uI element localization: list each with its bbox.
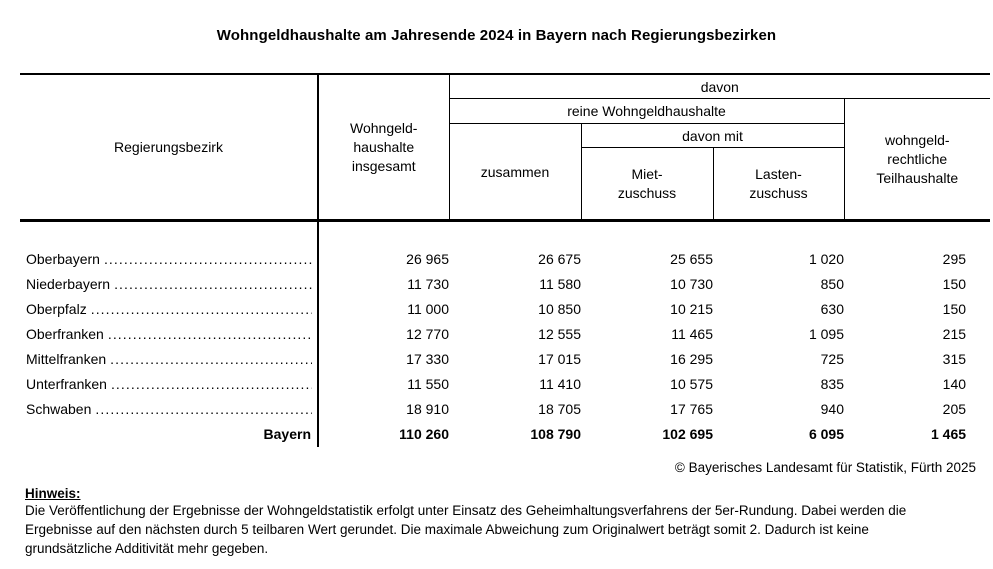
cell-lastenzuschuss: 835	[820, 376, 844, 392]
cell-teilhaushalte: 205	[942, 401, 967, 417]
page-title: Wohngeldhaushalte am Jahresende 2024 in …	[216, 27, 777, 44]
dot-leader	[91, 301, 312, 317]
cell-mietzuschuss: 25 655	[670, 251, 713, 267]
header-reine-wohngeldhaushalte: reine Wohngeldhaushalte	[449, 98, 845, 124]
cell-teilhaushalte: 1 465	[930, 426, 967, 442]
cell-mietzuschuss: 10 575	[670, 376, 713, 392]
cell-insgesamt: 110 260	[399, 426, 449, 442]
dot-leader	[108, 326, 312, 342]
table-row-bayern-total: Bayern 110 260 108 790 102 695 6 095 1 4…	[20, 421, 990, 447]
cell-lastenzuschuss: 1 095	[808, 326, 844, 342]
cell-insgesamt: 12 770	[406, 326, 449, 342]
table-row-niederbayern: Niederbayern 11 730 11 580 10 730 850 15…	[20, 271, 990, 297]
cell-lastenzuschuss: 725	[820, 351, 844, 367]
table-row-mittelfranken: Mittelfranken 17 330 17 015 16 295 725 3…	[20, 346, 990, 372]
row-label: Oberbayern	[26, 251, 100, 267]
row-label: Mittelfranken	[26, 351, 107, 367]
cell-mietzuschuss: 16 295	[670, 351, 713, 367]
cell-mietzuschuss: 102 695	[662, 426, 713, 442]
cell-mietzuschuss: 10 215	[670, 301, 713, 317]
header-wohngeldrechtliche-teilhaushalte: wohngeld- rechtliche Teilhaushalte	[844, 98, 991, 222]
cell-lastenzuschuss: 850	[820, 276, 844, 292]
table-header: Regierungsbezirk Wohngeld- haushalte ins…	[20, 74, 991, 222]
row-label: Unterfranken	[26, 376, 107, 392]
cell-mietzuschuss: 11 465	[671, 326, 713, 342]
footnote-line: Ergebnisse auf den nächsten durch 5 teil…	[25, 522, 869, 537]
cell-mietzuschuss: 10 730	[670, 276, 713, 292]
row-label: Oberpfalz	[26, 301, 87, 317]
header-zusammen: zusammen	[449, 123, 582, 222]
statistics-table: Regierungsbezirk Wohngeld- haushalte ins…	[20, 73, 991, 447]
cell-teilhaushalte: 150	[942, 301, 967, 317]
cell-zusammen: 12 555	[538, 326, 581, 342]
table-row-oberpfalz: Oberpfalz 11 000 10 850 10 215 630 150	[20, 296, 990, 322]
dot-leader	[110, 351, 312, 367]
cell-zusammen: 10 850	[538, 301, 581, 317]
header-mietzuschuss: Miet- zuschuss	[581, 147, 714, 222]
table-row-schwaben: Schwaben 18 910 18 705 17 765 940 205	[20, 396, 990, 422]
cell-insgesamt: 18 910	[406, 401, 449, 417]
row-label: Schwaben	[26, 401, 92, 417]
cell-teilhaushalte: 295	[942, 251, 967, 267]
cell-insgesamt: 26 965	[406, 251, 449, 267]
cell-insgesamt: 11 550	[407, 376, 449, 392]
cell-teilhaushalte: 150	[942, 276, 967, 292]
header-davon: davon	[449, 74, 991, 99]
header-regierungsbezirk: Regierungsbezirk	[20, 74, 319, 222]
cell-zusammen: 26 675	[538, 251, 581, 267]
cell-insgesamt: 11 730	[407, 276, 449, 292]
cell-lastenzuschuss: 1 020	[808, 251, 844, 267]
cell-zusammen: 108 790	[530, 426, 581, 442]
cell-mietzuschuss: 17 765	[670, 401, 713, 417]
header-davon-mit: davon mit	[581, 123, 845, 148]
cell-teilhaushalte: 215	[942, 326, 967, 342]
cell-insgesamt: 11 000	[407, 301, 449, 317]
cell-insgesamt: 17 330	[406, 351, 449, 367]
row-label: Oberfranken	[26, 326, 104, 342]
dot-leader	[95, 401, 312, 417]
row-label: Niederbayern	[26, 276, 111, 292]
cell-zusammen: 18 705	[538, 401, 581, 417]
cell-zusammen: 17 015	[538, 351, 581, 367]
cell-lastenzuschuss: 6 095	[808, 426, 844, 442]
cell-lastenzuschuss: 630	[820, 301, 844, 317]
table-body: Oberbayern 26 965 26 675 25 655 1 020 29…	[20, 220, 990, 447]
cell-zusammen: 11 580	[539, 276, 581, 292]
header-lastenzuschuss: Lasten- zuschuss	[713, 147, 845, 222]
table-spacer-row	[20, 220, 990, 247]
table-row-oberbayern: Oberbayern 26 965 26 675 25 655 1 020 29…	[20, 246, 990, 272]
footnote-section: Hinweis: Die Veröffentlichung der Ergebn…	[25, 486, 975, 558]
footnote-heading: Hinweis:	[25, 486, 81, 501]
dot-leader	[104, 251, 312, 267]
cell-teilhaushalte: 140	[942, 376, 967, 392]
header-wohngeldhaushalte-insgesamt: Wohngeld- haushalte insgesamt	[318, 74, 450, 222]
footnote-line: Die Veröffentlichung der Ergebnisse der …	[25, 503, 907, 518]
footnote-line: grundsätzliche Additivität mehr gegeben.	[25, 541, 269, 556]
cell-lastenzuschuss: 940	[820, 401, 844, 417]
copyright-notice: © Bayerisches Landesamt für Statistik, F…	[674, 460, 976, 475]
row-label-total: Bayern	[20, 421, 319, 447]
cell-teilhaushalte: 315	[942, 351, 967, 367]
table-row-unterfranken: Unterfranken 11 550 11 410 10 575 835 14…	[20, 371, 990, 397]
dot-leader	[114, 276, 312, 292]
dot-leader	[111, 376, 312, 392]
table-row-oberfranken: Oberfranken 12 770 12 555 11 465 1 095 2…	[20, 321, 990, 347]
cell-zusammen: 11 410	[539, 376, 581, 392]
